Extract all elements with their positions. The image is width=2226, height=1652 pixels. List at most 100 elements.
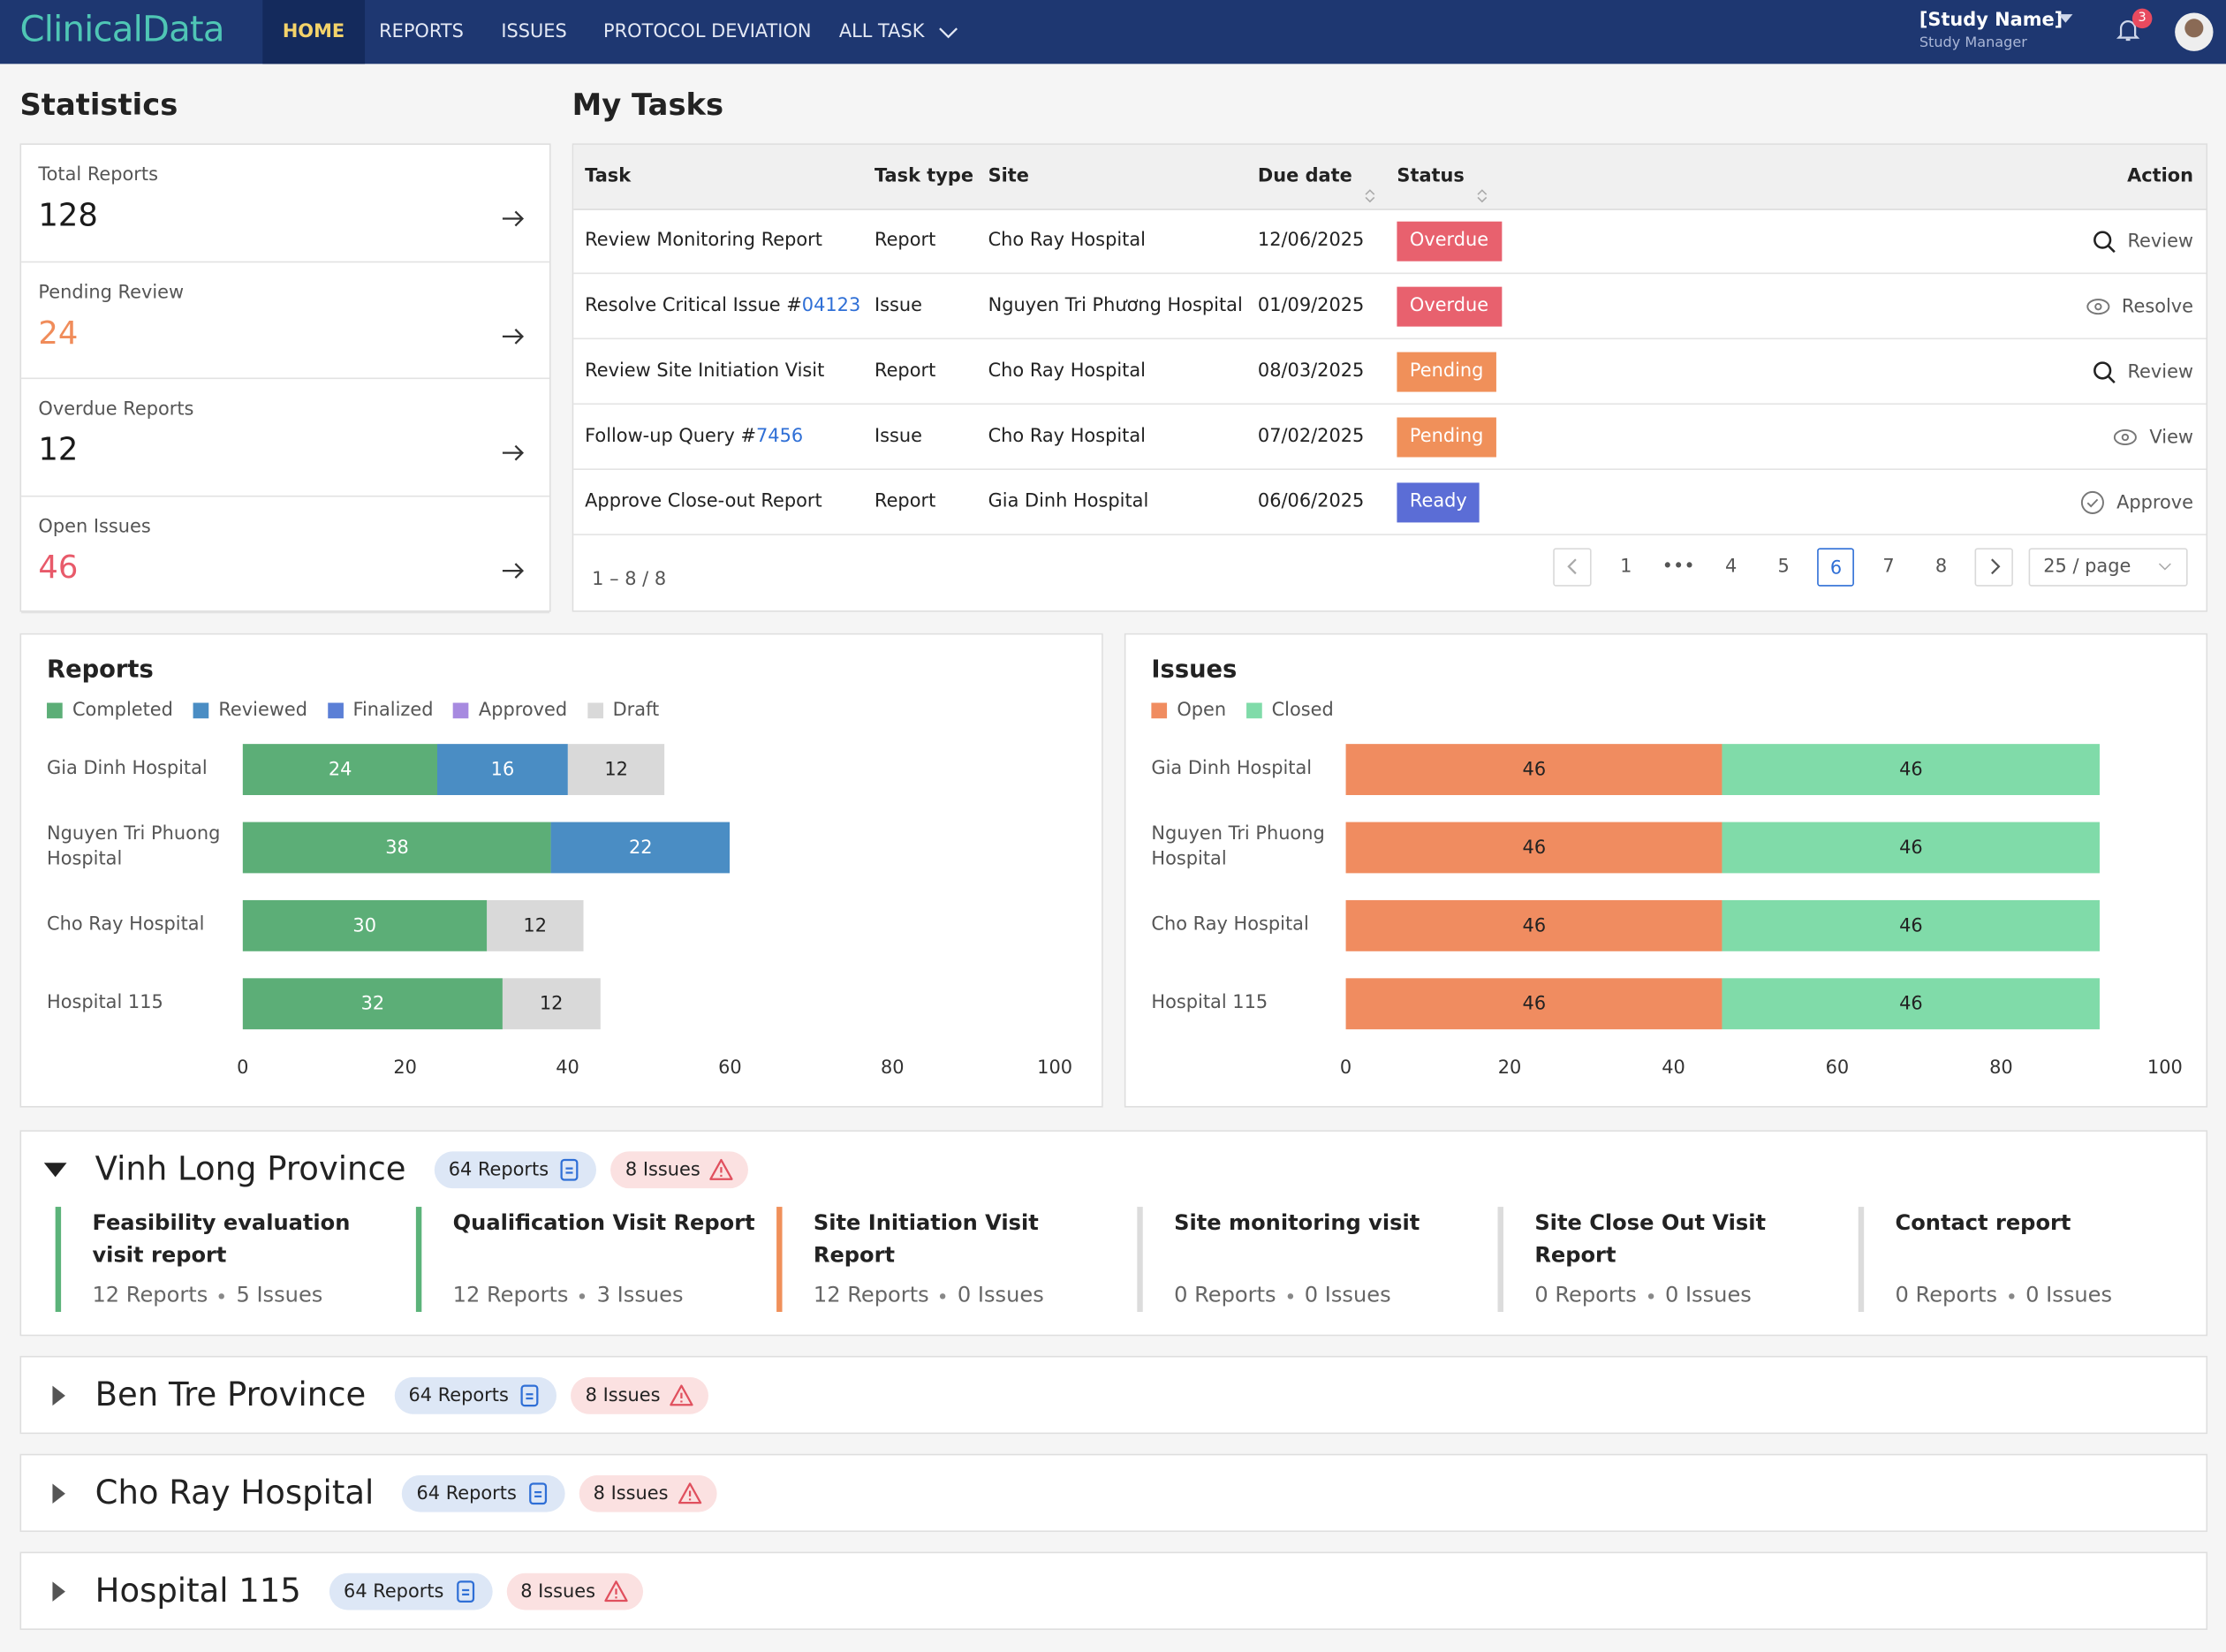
expand-toggle[interactable]	[52, 1483, 65, 1504]
bar-segment[interactable]: 12	[502, 978, 601, 1030]
visit-item[interactable]: Contact report 0 Reports 0 Issues	[1858, 1207, 2214, 1312]
task-name: Follow-up Query #7456	[585, 426, 804, 448]
next-page[interactable]	[1975, 547, 2014, 586]
expand-toggle[interactable]	[52, 1385, 65, 1406]
legend-item[interactable]: Completed	[47, 700, 173, 721]
bar-segment[interactable]: 22	[551, 822, 731, 874]
expand-toggle[interactable]	[43, 1163, 67, 1178]
province-header[interactable]: Ben Tre Province 64 Reports 8 Issues	[44, 1357, 709, 1434]
nav-item[interactable]: ALL TASK	[819, 0, 980, 64]
bar-segment[interactable]: 38	[242, 822, 552, 874]
page-number[interactable]: 6	[1817, 547, 1855, 586]
page-number[interactable]: 5	[1777, 556, 1790, 578]
doc-icon	[521, 1384, 539, 1407]
visit-item[interactable]: Feasibility evaluation visit report 12 Re…	[55, 1207, 411, 1312]
stat-card[interactable]: Overdue Reports 12	[21, 379, 549, 496]
stat-card[interactable]: Pending Review 24	[21, 262, 549, 380]
nav-item[interactable]: REPORTS	[379, 21, 464, 43]
legend-item[interactable]: Approved	[453, 700, 567, 721]
nav-item[interactable]: PROTOCOL DEVIATION	[603, 21, 812, 43]
notification-count: 3	[2131, 8, 2153, 29]
page-number[interactable]: 1	[1620, 556, 1632, 578]
legend-item[interactable]: Draft	[587, 700, 660, 722]
bar-segment[interactable]: 46	[1722, 899, 2100, 951]
sort-icon[interactable]	[1476, 170, 1488, 202]
page-number[interactable]: •••	[1662, 556, 1695, 578]
bar-segment[interactable]: 24	[242, 744, 438, 795]
legend-item[interactable]: Reviewed	[193, 700, 307, 721]
legend-label: Draft	[612, 700, 660, 722]
visit-title: Site Close Out Visit Report	[1534, 1209, 1767, 1269]
nav-item[interactable]: HOME	[262, 0, 365, 64]
reports-pill[interactable]: 64 Reports	[434, 1151, 597, 1189]
pagination: 1 ••• 4 5 6 7 8 25 / page	[1553, 534, 2188, 599]
bar-segment[interactable]: 46	[1345, 978, 1723, 1030]
province-name: Hospital 115	[95, 1572, 301, 1610]
bar-segment[interactable]: 46	[1345, 899, 1723, 951]
reports-pill[interactable]: 64 Reports	[402, 1474, 565, 1512]
task-link[interactable]: 04123	[801, 295, 861, 317]
stat-label: Total Reports	[38, 164, 158, 186]
task-link[interactable]: 7456	[756, 426, 804, 448]
bar-segment[interactable]: 30	[242, 899, 487, 951]
legend-label: Completed	[72, 700, 173, 722]
legend-label: Open	[1177, 700, 1227, 722]
visit-item[interactable]: Site Initiation Visit Report 12 Reports 0 …	[776, 1207, 1132, 1312]
action-button[interactable]: Approve	[2079, 470, 2193, 535]
province-header[interactable]: Hospital 115 64 Reports 8 Issues	[44, 1553, 644, 1630]
bar-segment[interactable]: 46	[1345, 822, 1723, 874]
sort-icon[interactable]	[1364, 170, 1375, 202]
province-header[interactable]: Vinh Long Province 64 Reports 8 Issues	[43, 1132, 749, 1209]
legend-item[interactable]: Closed	[1246, 700, 1334, 721]
page-number[interactable]: 8	[1934, 556, 1948, 578]
issues-pill[interactable]: 8 Issues	[610, 1151, 749, 1189]
column-header: Status	[1397, 145, 1487, 208]
avatar[interactable]	[2175, 12, 2214, 51]
bar-segment[interactable]: 46	[1722, 822, 2100, 874]
study-name[interactable]: [Study Name]	[1919, 10, 2063, 32]
issues-pill[interactable]: 8 Issues	[506, 1572, 644, 1610]
issues-pill[interactable]: 8 Issues	[571, 1376, 709, 1414]
legend-item[interactable]: Open	[1151, 700, 1226, 721]
visit-item[interactable]: Site monitoring visit 0 Reports 0 Issues	[1137, 1207, 1492, 1312]
bar-segment[interactable]: 46	[1345, 744, 1723, 795]
nav-item[interactable]: ISSUES	[501, 21, 567, 43]
bar-segment[interactable]: 16	[437, 744, 568, 795]
x-tick-label: 0	[1339, 1057, 1352, 1080]
bar-segment[interactable]: 12	[567, 744, 665, 795]
page-number[interactable]: 7	[1882, 556, 1895, 578]
reports-pill[interactable]: 64 Reports	[394, 1376, 557, 1414]
issues-pill[interactable]: 8 Issues	[579, 1474, 717, 1512]
page-size[interactable]: 25 / page	[2029, 547, 2188, 586]
action-button[interactable]: Review	[2091, 339, 2193, 405]
separator	[1647, 1292, 1654, 1299]
action-button[interactable]: View	[2113, 405, 2193, 470]
visit-issues: 0 Issues	[1304, 1282, 1391, 1308]
bar-label: 16	[490, 759, 515, 781]
bar-segment[interactable]: 46	[1722, 978, 2100, 1030]
expand-toggle[interactable]	[52, 1581, 65, 1602]
stat-card[interactable]: Open Issues 46	[21, 496, 549, 614]
stat-card[interactable]: Total Reports 128	[21, 145, 549, 262]
category-label: Hospital 115	[1151, 992, 1268, 1014]
visit-reports: 0 Reports	[1174, 1282, 1276, 1308]
notifications[interactable]	[2116, 17, 2144, 45]
prev-page[interactable]	[1553, 547, 1593, 586]
bar-segment[interactable]: 46	[1722, 744, 2100, 795]
legend-swatch	[1151, 702, 1168, 719]
bar-segment[interactable]: 12	[486, 899, 584, 951]
page-number[interactable]: 4	[1725, 556, 1738, 578]
province-header[interactable]: Cho Ray Hospital 64 Reports 8 Issues	[44, 1455, 717, 1532]
reports-pill[interactable]: 64 Reports	[329, 1572, 493, 1610]
bar-segment[interactable]: 32	[242, 978, 503, 1030]
legend-label: Approved	[478, 700, 568, 722]
bar-label: 46	[1522, 914, 1547, 936]
visit-item[interactable]: Qualification Visit Report 12 Reports 3 Is…	[415, 1207, 771, 1312]
table-row: Resolve Critical Issue #04123 Issue Nguyen…	[573, 274, 2207, 340]
legend-item[interactable]: Finalized	[327, 700, 434, 721]
action-button[interactable]: Resolve	[2085, 274, 2193, 339]
bar-label: 24	[328, 759, 352, 781]
visit-item[interactable]: Site Close Out Visit Report 0 Reports 0 Is…	[1497, 1207, 1853, 1312]
action-button[interactable]: Review	[2091, 208, 2193, 274]
study-dropdown[interactable]	[2058, 14, 2073, 23]
